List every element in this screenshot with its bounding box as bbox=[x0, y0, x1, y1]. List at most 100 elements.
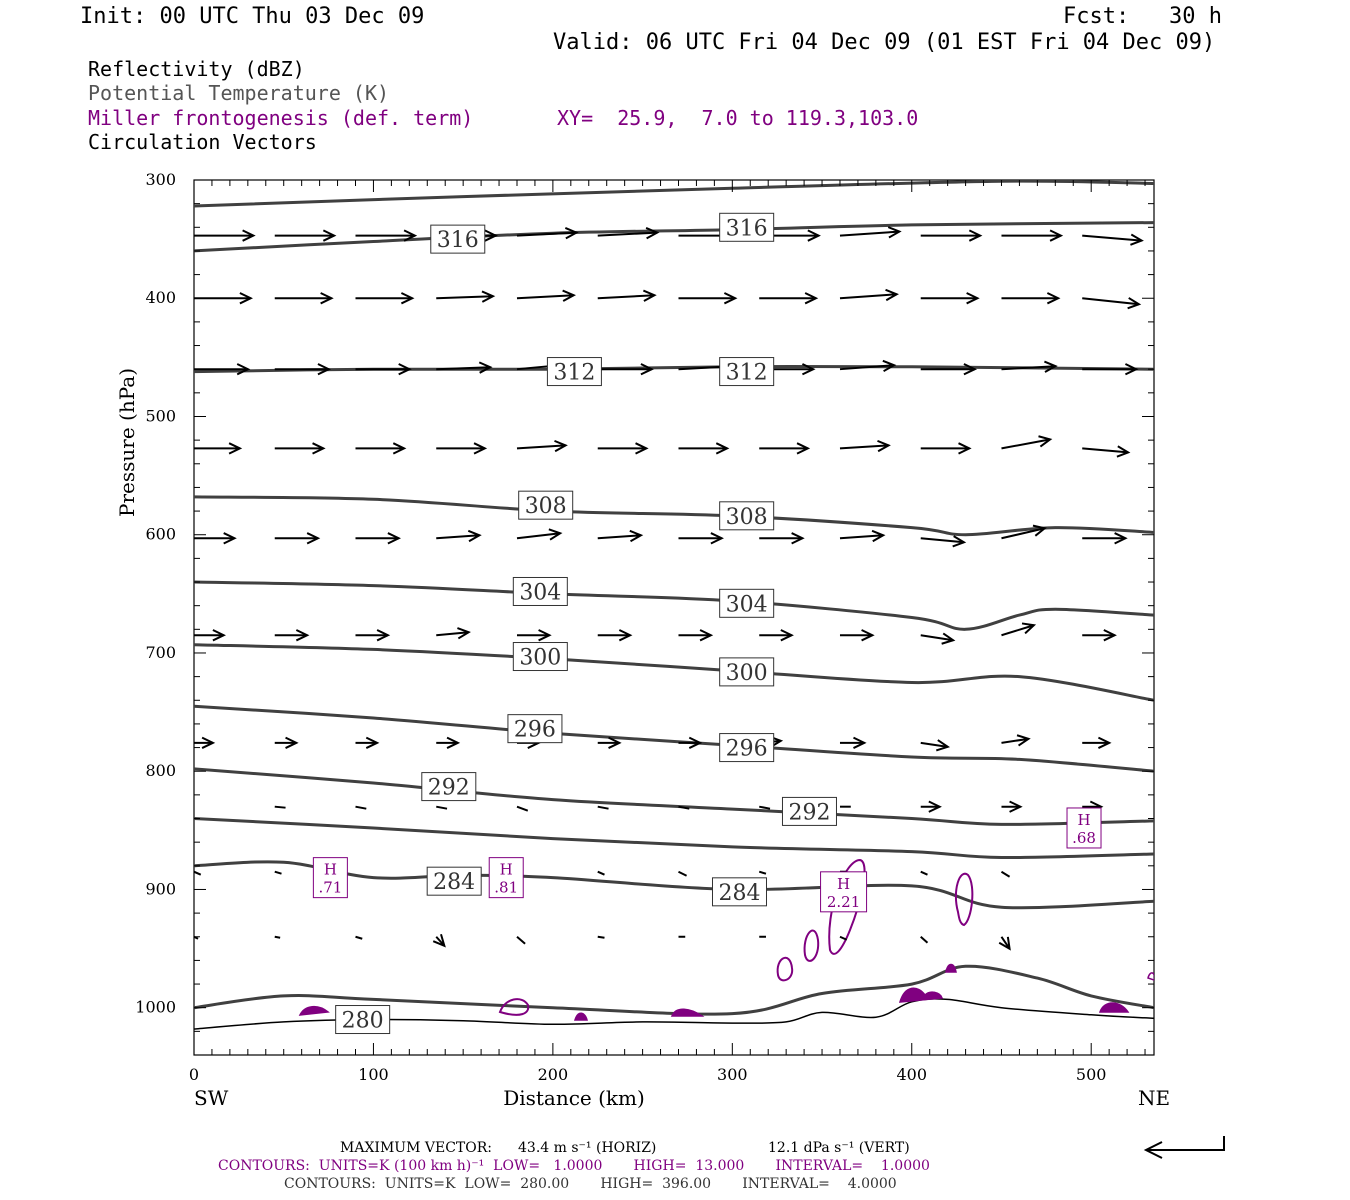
circulation-vector bbox=[1000, 870, 1011, 878]
vector-head bbox=[928, 800, 942, 813]
vector-head bbox=[635, 442, 649, 455]
theta-label-box bbox=[421, 772, 477, 802]
circulation-vector bbox=[274, 805, 286, 809]
vector-head bbox=[885, 288, 899, 302]
vector-shaft bbox=[1001, 365, 1056, 371]
circulation-vector bbox=[436, 529, 482, 543]
theta-contour-292 bbox=[194, 767, 1154, 826]
circulation-vector bbox=[597, 226, 660, 240]
vector-head bbox=[688, 736, 703, 749]
circulation-vector bbox=[436, 361, 493, 374]
vector-shaft bbox=[1082, 234, 1142, 242]
vector-shaft bbox=[274, 870, 282, 875]
theta-label: 292 bbox=[428, 776, 470, 801]
vector-head bbox=[481, 290, 496, 303]
y-tick-label: 700 bbox=[145, 643, 176, 662]
circulation-vector bbox=[194, 532, 237, 545]
circulation-vector bbox=[597, 935, 605, 939]
vector-shaft bbox=[355, 935, 363, 940]
circulation-vector bbox=[274, 442, 326, 455]
circulation-vector bbox=[1082, 297, 1142, 310]
circulation-vector bbox=[839, 288, 899, 302]
circulation-vector bbox=[597, 629, 633, 642]
vector-shaft bbox=[274, 935, 281, 939]
fronto-max-value: .71 bbox=[318, 879, 342, 897]
circulation-vector bbox=[355, 442, 407, 455]
circulation-vector bbox=[436, 736, 461, 749]
circulation-vector bbox=[274, 292, 334, 305]
fronto-contour bbox=[1098, 1002, 1130, 1013]
vector-shaft bbox=[678, 870, 688, 877]
vector-shaft bbox=[1001, 624, 1035, 637]
vector-head bbox=[306, 532, 321, 545]
vector-head bbox=[791, 532, 805, 545]
vector-head bbox=[1049, 229, 1064, 242]
theta-label-box bbox=[512, 576, 568, 606]
vector-head bbox=[403, 229, 418, 242]
circulation-vector bbox=[436, 805, 448, 810]
vector-head bbox=[1097, 736, 1112, 749]
vector-shaft bbox=[839, 534, 884, 540]
circulation-vector bbox=[516, 629, 552, 642]
vector-shaft bbox=[1000, 870, 1011, 878]
fronto-max-h: H bbox=[324, 861, 337, 879]
vector-head bbox=[432, 933, 446, 948]
theta-label: 308 bbox=[726, 505, 768, 530]
vector-head bbox=[699, 629, 714, 642]
vector-head bbox=[554, 439, 568, 453]
vector-head bbox=[317, 363, 332, 376]
circulation-vector bbox=[355, 935, 363, 940]
circulation-vector bbox=[597, 736, 622, 749]
fronto-max-value: 2.21 bbox=[827, 893, 860, 911]
plot-frame bbox=[193, 179, 1155, 1056]
vector-head bbox=[242, 229, 256, 242]
circulation-vector bbox=[920, 739, 951, 752]
vector-head bbox=[1038, 435, 1053, 448]
vector-head bbox=[1130, 233, 1144, 246]
circulation-vector bbox=[436, 442, 488, 455]
vector-head bbox=[963, 363, 978, 376]
theta-label: 304 bbox=[726, 592, 768, 617]
fronto-contour bbox=[898, 987, 944, 1003]
vector-shaft bbox=[597, 935, 605, 939]
theta-label: 304 bbox=[519, 580, 561, 605]
theta-label-box bbox=[719, 733, 775, 763]
theta-label-box bbox=[719, 501, 775, 531]
vector-shaft bbox=[839, 293, 897, 300]
vector-head bbox=[320, 292, 334, 305]
circulation-vector bbox=[1001, 622, 1037, 637]
vector-head bbox=[877, 439, 891, 453]
vector-shaft bbox=[1001, 737, 1029, 744]
vector-head bbox=[618, 629, 633, 642]
circulation-vector bbox=[920, 442, 972, 455]
vector-shaft bbox=[839, 444, 889, 450]
vector-head bbox=[457, 627, 471, 640]
circulation-vector bbox=[436, 290, 496, 303]
vector-shaft bbox=[920, 537, 965, 544]
circulation-vector bbox=[920, 292, 980, 305]
vector-shaft bbox=[759, 805, 771, 810]
vector-shaft bbox=[1082, 447, 1129, 454]
vector-head bbox=[376, 629, 391, 642]
theta-label-box bbox=[546, 357, 602, 387]
vector-head bbox=[998, 936, 1011, 951]
x-tick-label: 100 bbox=[358, 1065, 389, 1084]
fronto-max-box bbox=[488, 857, 524, 899]
vector-head bbox=[548, 528, 563, 541]
circulation-vector bbox=[516, 226, 579, 240]
circulation-vector bbox=[516, 439, 568, 453]
vector-head bbox=[804, 292, 819, 305]
theta-label: 292 bbox=[788, 800, 830, 825]
vector-shaft bbox=[597, 231, 658, 237]
circulation-vector bbox=[355, 229, 418, 242]
circulation-vector bbox=[678, 736, 703, 749]
vector-shaft bbox=[436, 295, 493, 300]
y-tick-label: 800 bbox=[145, 761, 176, 780]
vector-shaft bbox=[1082, 297, 1140, 306]
vector-head bbox=[952, 535, 967, 548]
circulation-vector bbox=[759, 442, 811, 455]
vector-head bbox=[478, 361, 493, 374]
vector-head bbox=[861, 629, 875, 642]
fronto-contour bbox=[298, 1006, 330, 1016]
